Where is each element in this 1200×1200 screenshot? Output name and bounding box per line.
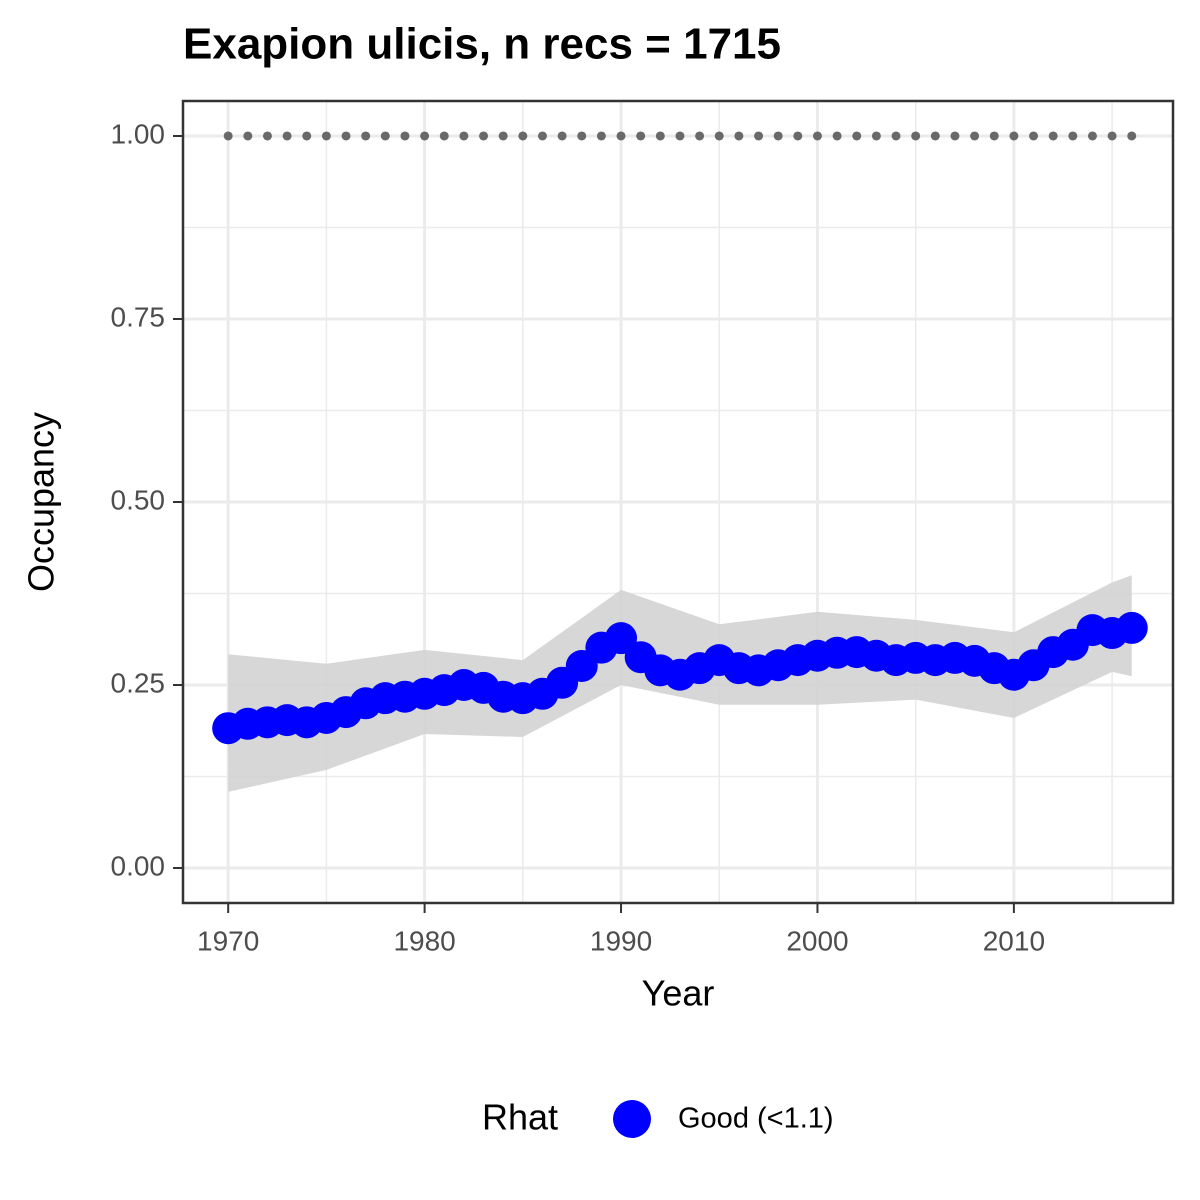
reference-dot: [636, 131, 646, 141]
x-axis-label: Year: [642, 973, 715, 1014]
reference-dot: [989, 131, 999, 141]
reference-dot: [1127, 131, 1137, 141]
reference-dot: [675, 131, 685, 141]
reference-dot: [282, 131, 292, 141]
reference-dot: [302, 131, 312, 141]
reference-dot: [793, 131, 803, 141]
y-tick-label: 0.50: [111, 484, 166, 515]
data-point: [1115, 611, 1148, 644]
x-tick-label: 1980: [393, 925, 455, 956]
legend-label: Good (<1.1): [678, 1103, 834, 1135]
chart-title: Exapion ulicis, n recs = 1715: [183, 20, 781, 69]
reference-dot: [479, 131, 489, 141]
reference-dot: [812, 131, 822, 141]
x-tick-label: 2010: [983, 925, 1045, 956]
reference-dot: [262, 131, 272, 141]
x-tick-label: 1970: [197, 925, 259, 956]
reference-dot: [420, 131, 430, 141]
reference-dot: [871, 131, 881, 141]
y-tick-label: 0.00: [111, 850, 166, 881]
y-tick-label: 1.00: [111, 118, 166, 149]
reference-dot: [832, 131, 842, 141]
y-axis-label: Occupancy: [21, 412, 62, 592]
reference-dot: [616, 131, 626, 141]
reference-dot: [655, 131, 665, 141]
reference-dot: [891, 131, 901, 141]
reference-dot: [714, 131, 724, 141]
reference-dot: [537, 131, 547, 141]
reference-dot: [557, 131, 567, 141]
reference-dot: [1009, 131, 1019, 141]
legend-title: Rhat: [482, 1097, 558, 1138]
reference-dot: [930, 131, 940, 141]
x-tick-label: 1990: [590, 925, 652, 956]
panel-border: [181, 99, 1175, 905]
reference-dot: [852, 131, 862, 141]
reference-dot: [773, 131, 783, 141]
legend-symbol: [613, 1100, 651, 1138]
reference-dot: [380, 131, 390, 141]
y-tick-label: 0.75: [111, 301, 166, 332]
y-tick-label: 0.25: [111, 667, 166, 698]
reference-dot: [223, 131, 233, 141]
reference-dot: [1048, 131, 1058, 141]
reference-dot: [734, 131, 744, 141]
reference-dot: [321, 131, 331, 141]
reference-dot: [911, 131, 921, 141]
reference-dot: [243, 131, 253, 141]
reference-dot: [361, 131, 371, 141]
reference-dot: [1087, 131, 1097, 141]
reference-dot: [341, 131, 351, 141]
reference-dot: [754, 131, 764, 141]
data-point: [605, 622, 638, 655]
reference-dot: [400, 131, 410, 141]
reference-dot: [596, 131, 606, 141]
reference-dot: [1107, 131, 1117, 141]
reference-dot: [518, 131, 528, 141]
reference-dot: [950, 131, 960, 141]
reference-dot: [695, 131, 705, 141]
reference-dot: [439, 131, 449, 141]
reference-dot: [1068, 131, 1078, 141]
reference-dot: [498, 131, 508, 141]
reference-dot: [577, 131, 587, 141]
reference-dot: [1029, 131, 1039, 141]
reference-dot: [459, 131, 469, 141]
x-tick-label: 2000: [786, 925, 848, 956]
reference-dot: [970, 131, 980, 141]
